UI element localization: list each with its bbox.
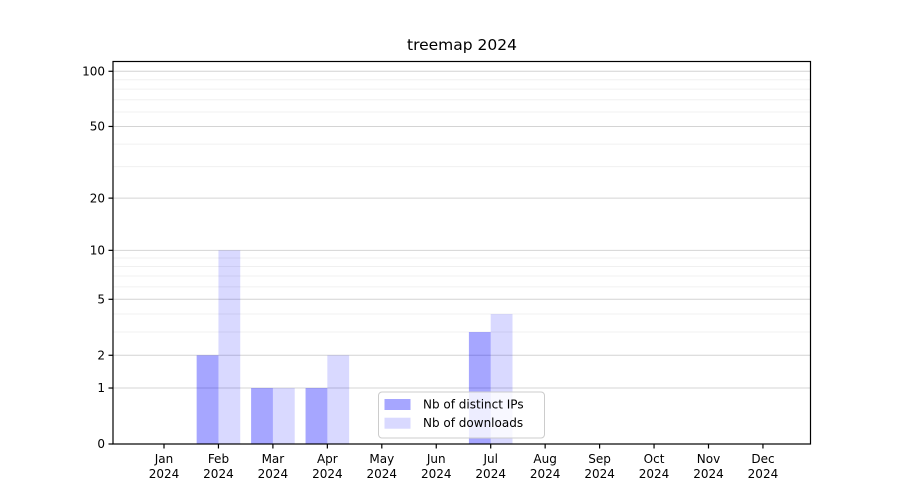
gridlines [113,70,811,389]
y-tick-label: 20 [90,191,105,205]
legend-swatch-downloads [384,417,411,429]
bar-nb-of-downloads-mar [272,388,295,444]
x-tick-label: Jun 2024 [421,452,452,481]
legend: Nb of distinct IPs Nb of downloads [378,391,545,439]
plot-border [112,60,812,445]
chart-title: treemap 2024 [407,36,517,54]
x-tick-label: May 2024 [367,452,398,481]
bar-nb-of-distinct-ips-mar [251,388,273,444]
y-tick-label: 1 [97,381,105,395]
x-tick-label: Feb 2024 [203,452,234,481]
x-tick-label: Dec 2024 [748,452,779,481]
x-tick-label: Aug 2024 [530,452,561,481]
y-tick-label: 0 [97,437,105,451]
x-axis: Jan 2024 Feb 2024 Mar 2024 Apr 2024 May 2024 Jun 20… [149,444,778,481]
x-tick-label: Jul 2024 [475,452,506,481]
y-tick-label: 10 [90,244,105,258]
legend-label: Nb of distinct IPs [423,398,524,412]
bar-nb-of-distinct-ips-apr [305,388,328,444]
x-tick-label: Apr 2024 [312,452,343,481]
legend-box [378,391,545,439]
y-axis: 0 1 2 5 10 20 50 100 [82,64,113,451]
y-tick-label: 50 [90,120,105,134]
bar-nb-of-distinct-ips-feb [196,355,219,444]
x-tick-label: Nov 2024 [693,452,724,481]
x-tick-label: Jan 2024 [149,452,180,481]
legend-swatch-distinct-ips [384,399,411,410]
x-tick-label: Sep 2024 [584,452,615,481]
legend-label: Nb of downloads [423,416,523,430]
y-tick-label: 2 [97,348,105,362]
x-tick-label: Oct 2024 [639,452,670,481]
y-tick-label: 5 [97,292,105,306]
bar-nb-of-downloads-feb [218,250,241,444]
y-tick-label: 100 [82,64,105,78]
x-tick-label: Mar 2024 [258,452,289,481]
bar-nb-of-downloads-apr [327,355,350,444]
